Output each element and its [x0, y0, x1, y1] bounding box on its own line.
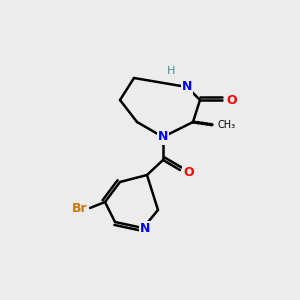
Text: CH₃: CH₃	[217, 120, 235, 130]
Text: N: N	[158, 130, 168, 143]
Text: O: O	[226, 94, 237, 106]
Text: N: N	[182, 80, 192, 94]
Text: N: N	[140, 223, 150, 236]
Text: H: H	[167, 66, 175, 76]
Text: O: O	[183, 166, 194, 178]
Text: Br: Br	[72, 202, 88, 214]
